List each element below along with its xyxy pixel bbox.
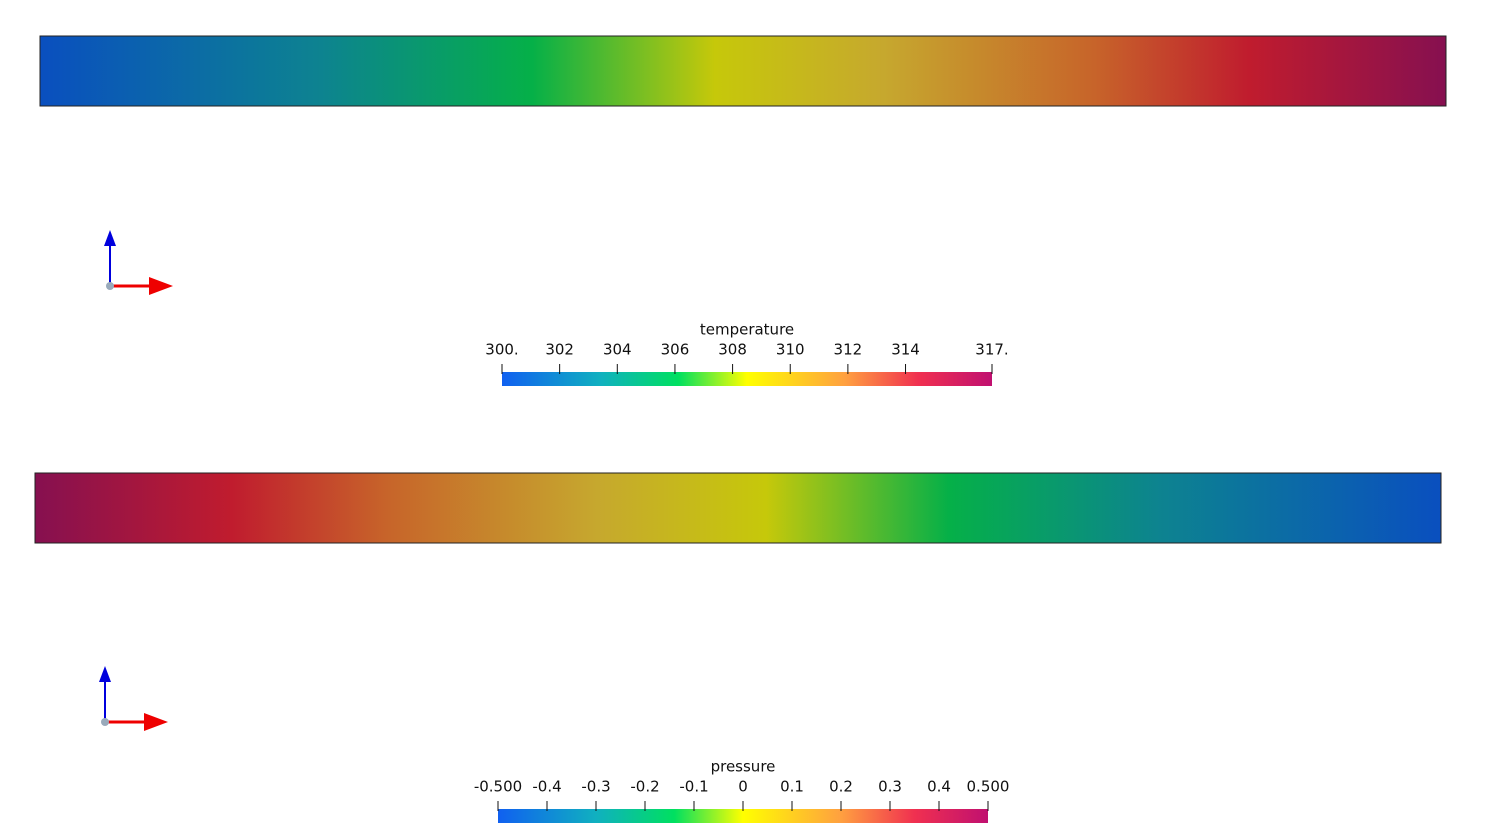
tick-label: 0.1 xyxy=(780,778,804,796)
colorbar xyxy=(498,809,988,823)
colorbar-title: temperature xyxy=(700,321,794,339)
tick-label: -0.500 xyxy=(474,778,522,796)
field-slab xyxy=(34,472,1442,544)
tick-label: -0.1 xyxy=(679,778,708,796)
tick-label: 0.3 xyxy=(878,778,902,796)
tick-label: 308 xyxy=(718,341,747,359)
tick-label: 302 xyxy=(545,341,574,359)
field-slab xyxy=(39,35,1447,107)
tick-label: -0.4 xyxy=(532,778,561,796)
colorbar xyxy=(502,372,992,386)
tick-label: 314 xyxy=(891,341,920,359)
tick-label: 310 xyxy=(776,341,805,359)
axes-triad xyxy=(99,666,168,731)
tick-label: 304 xyxy=(603,341,632,359)
tick-label: -0.2 xyxy=(630,778,659,796)
tick-label: 306 xyxy=(661,341,690,359)
tick-label: 0.2 xyxy=(829,778,853,796)
tick-label: 317. xyxy=(975,341,1008,359)
tick-label: 0.500 xyxy=(967,778,1010,796)
tick-label: -0.3 xyxy=(581,778,610,796)
colorbar-title: pressure xyxy=(711,758,776,776)
axes-triad xyxy=(104,230,173,295)
tick-label: 0 xyxy=(738,778,748,796)
tick-label: 312 xyxy=(834,341,863,359)
tick-label: 0.4 xyxy=(927,778,951,796)
tick-label: 300. xyxy=(485,341,518,359)
